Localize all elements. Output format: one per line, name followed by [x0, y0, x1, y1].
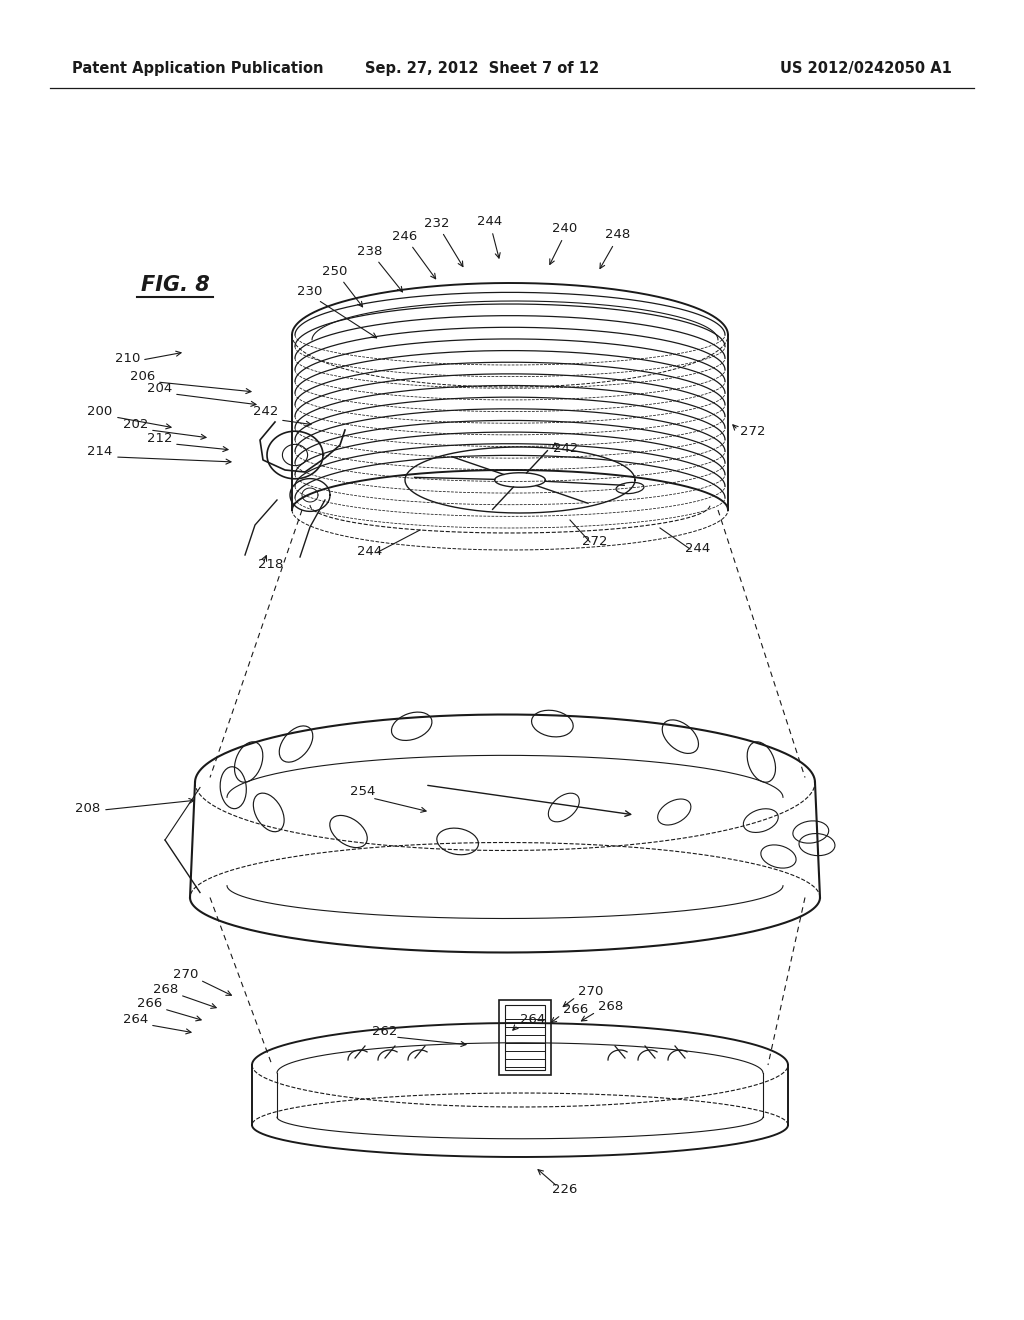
Text: 248: 248 [605, 228, 631, 242]
Text: 272: 272 [583, 535, 608, 548]
Text: 202: 202 [123, 418, 148, 432]
Text: 266: 266 [563, 1003, 588, 1016]
Text: 230: 230 [297, 285, 323, 298]
Text: 226: 226 [552, 1183, 578, 1196]
Text: 268: 268 [153, 983, 178, 997]
Text: 238: 238 [357, 246, 383, 257]
Text: 270: 270 [173, 968, 198, 981]
Text: 214: 214 [87, 445, 112, 458]
Text: 218: 218 [258, 558, 284, 572]
Text: 204: 204 [146, 381, 172, 395]
Text: 246: 246 [392, 230, 418, 243]
Text: 264: 264 [123, 1012, 148, 1026]
Text: 270: 270 [578, 985, 603, 998]
Text: 268: 268 [598, 1001, 624, 1012]
Text: 242: 242 [553, 442, 579, 455]
Text: 244: 244 [477, 215, 503, 228]
Text: 250: 250 [323, 265, 348, 279]
Text: 210: 210 [115, 352, 140, 366]
Text: 208: 208 [75, 803, 100, 814]
Text: FIG. 8: FIG. 8 [140, 275, 209, 294]
Text: US 2012/0242050 A1: US 2012/0242050 A1 [780, 61, 952, 75]
Text: Sep. 27, 2012  Sheet 7 of 12: Sep. 27, 2012 Sheet 7 of 12 [365, 61, 599, 75]
Bar [505, 1005, 545, 1071]
Text: 264: 264 [520, 1012, 545, 1026]
Bar [499, 1001, 551, 1074]
Text: 206: 206 [130, 370, 155, 383]
Text: 272: 272 [740, 425, 766, 438]
Text: Patent Application Publication: Patent Application Publication [72, 61, 324, 75]
Text: 262: 262 [373, 1026, 397, 1038]
Text: 244: 244 [685, 543, 711, 554]
Text: 244: 244 [357, 545, 383, 558]
Text: 266: 266 [137, 997, 162, 1010]
Text: 240: 240 [552, 222, 578, 235]
Text: 254: 254 [350, 785, 376, 799]
Text: 212: 212 [146, 432, 172, 445]
Text: 200: 200 [87, 405, 112, 418]
Text: 232: 232 [424, 216, 450, 230]
Text: 242: 242 [253, 405, 278, 418]
